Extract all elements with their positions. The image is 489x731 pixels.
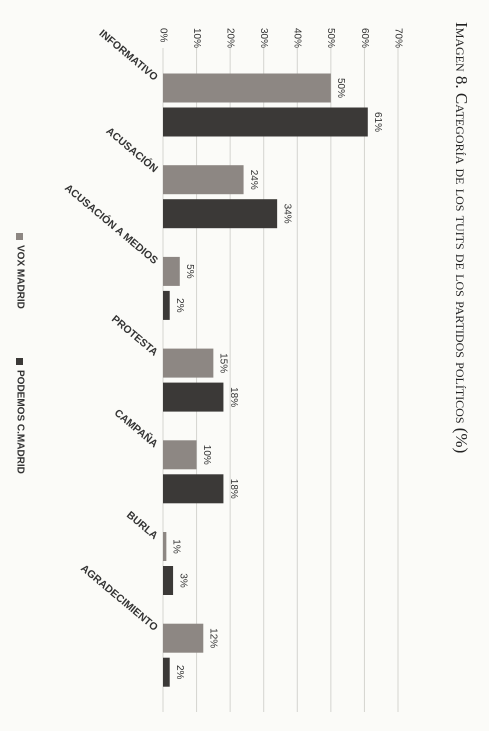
bar bbox=[163, 440, 197, 470]
value-label: 61% bbox=[372, 112, 383, 132]
value-label: 24% bbox=[248, 170, 259, 190]
y-tick-label: 70% bbox=[392, 28, 403, 48]
bar bbox=[163, 165, 244, 195]
x-tick-label: ACUSACIÓN A MEDIOS bbox=[62, 181, 160, 267]
bar bbox=[163, 348, 214, 378]
value-label: 15% bbox=[218, 353, 229, 373]
y-tick-label: 10% bbox=[191, 28, 202, 48]
value-label: 1% bbox=[171, 539, 182, 554]
value-label: 18% bbox=[228, 387, 239, 407]
x-tick-label: ACUSACIÓN bbox=[104, 124, 161, 175]
bar bbox=[163, 382, 224, 412]
value-label: 2% bbox=[174, 665, 185, 680]
x-tick-label: CAMPAÑA bbox=[112, 406, 161, 450]
legend-label: PODEMOS C.MADRID bbox=[14, 370, 25, 474]
bar bbox=[163, 73, 331, 103]
bar bbox=[163, 199, 278, 229]
value-label: 3% bbox=[177, 573, 188, 588]
x-tick-label: PROTESTA bbox=[109, 313, 160, 359]
bar bbox=[163, 623, 204, 653]
bar bbox=[163, 474, 224, 504]
bar bbox=[163, 657, 170, 687]
legend-label: VOX MADRID bbox=[14, 245, 25, 309]
legend-swatch bbox=[16, 358, 23, 365]
bar bbox=[163, 107, 368, 137]
y-tick-label: 20% bbox=[225, 28, 236, 48]
value-label: 2% bbox=[174, 298, 185, 313]
x-tick-label: BURLA bbox=[124, 509, 160, 542]
x-tick-label: AGRADECIMIENTO bbox=[78, 562, 160, 633]
bar bbox=[163, 256, 180, 286]
bar bbox=[163, 532, 167, 561]
y-tick-label: 30% bbox=[258, 28, 269, 48]
x-tick-label: INFORMATIVO bbox=[97, 27, 160, 83]
value-label: 12% bbox=[208, 628, 219, 648]
y-tick-label: 60% bbox=[359, 28, 370, 48]
legend-swatch bbox=[16, 233, 23, 240]
y-tick-label: 50% bbox=[325, 28, 336, 48]
bar bbox=[163, 566, 174, 595]
chart-title: Imagen 8. Categoría de los tuits de los … bbox=[452, 22, 471, 453]
y-tick-label: 0% bbox=[157, 28, 168, 43]
value-label: 18% bbox=[228, 479, 239, 499]
value-label: 5% bbox=[184, 264, 195, 279]
y-tick-label: 40% bbox=[292, 28, 303, 48]
value-label: 10% bbox=[201, 445, 212, 465]
value-label: 34% bbox=[282, 204, 293, 224]
bar bbox=[163, 290, 170, 320]
value-label: 50% bbox=[335, 78, 346, 98]
